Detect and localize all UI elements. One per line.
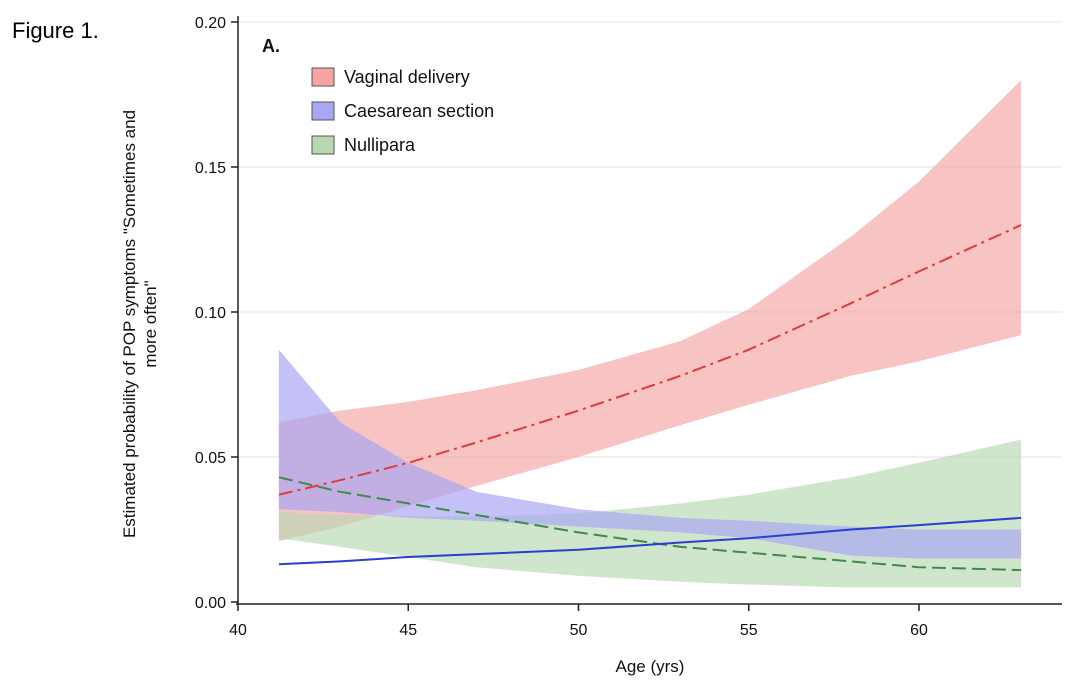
y-tick-label-0: 0.00: [195, 595, 226, 612]
legend-swatch-2: [311, 135, 335, 155]
x-tick-label-0: 40: [229, 622, 247, 639]
legend: Vaginal delivery Caesarean section Nullipa…: [311, 67, 494, 155]
axes: 0.00 0.05 0.10 0.15 0.20 40 45 50 55 60: [195, 15, 1062, 639]
series-lines: [278, 224, 1022, 572]
x-axis-title: Age (yrs): [616, 657, 685, 676]
panel-label: A.: [262, 36, 280, 56]
band-caesarean-section: [278, 349, 1022, 559]
x-tick-label-4: 60: [910, 622, 928, 639]
y-tick-label-2: 0.10: [195, 305, 226, 322]
y-tick-label-3: 0.15: [195, 160, 226, 177]
confidence-bands: [278, 80, 1022, 588]
x-tick-label-1: 45: [399, 622, 417, 639]
line-vaginal-delivery: [278, 224, 1022, 496]
y-axis-title: Estimated probability of POP symptoms "S…: [120, 110, 160, 538]
figure-label: Figure 1.: [12, 18, 99, 43]
y-tick-label-4: 0.20: [195, 15, 226, 32]
line-caesarean-section: [278, 516, 1022, 566]
y-axis-title-line-2: more often": [141, 280, 160, 367]
y-axis-title-line-1: Estimated probability of POP symptoms "S…: [120, 110, 139, 538]
legend-label-1: Caesarean section: [344, 101, 494, 121]
line-nullipara: [278, 476, 1022, 572]
band-vaginal-delivery: [278, 80, 1022, 542]
x-tick-label-2: 50: [570, 622, 588, 639]
legend-label-2: Nullipara: [344, 135, 416, 155]
x-tick-label-3: 55: [740, 622, 758, 639]
legend-swatch-0: [311, 67, 335, 87]
legend-swatch-1: [311, 101, 335, 121]
legend-label-0: Vaginal delivery: [344, 67, 470, 87]
y-tick-label-1: 0.05: [195, 450, 226, 467]
